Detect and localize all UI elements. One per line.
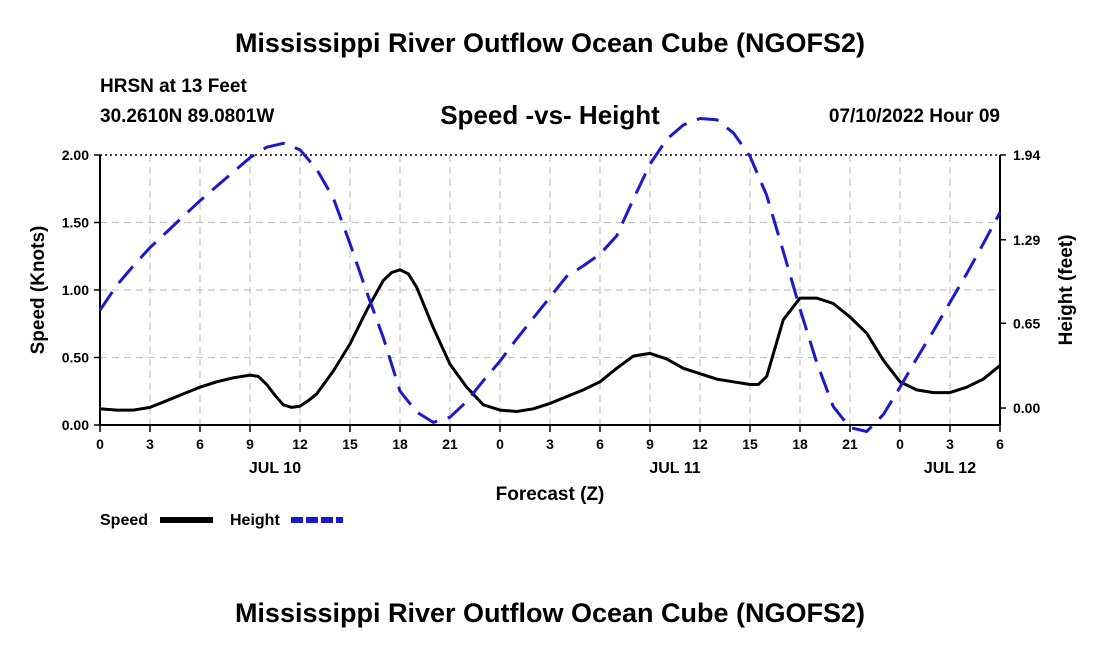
x-tick-label: 21 xyxy=(842,436,858,452)
second-chart-title: Mississippi River Outflow Ocean Cube (NG… xyxy=(234,598,866,628)
day-label: JUL 12 xyxy=(924,460,976,477)
y-tick-label: 0.50 xyxy=(62,350,89,366)
legend-label-height: Height xyxy=(230,512,280,529)
x-tick-label: 0 xyxy=(96,436,104,452)
x-tick-label: 9 xyxy=(646,436,654,452)
y-tick-label: 1.50 xyxy=(62,215,89,231)
y2-tick-label: 0.00 xyxy=(1013,400,1040,416)
x-tick-label: 6 xyxy=(596,436,604,452)
station-coordinates: 30.2610N 89.0801W xyxy=(100,106,275,127)
day-label: JUL 10 xyxy=(249,460,301,477)
y2-tick-label: 0.65 xyxy=(1013,315,1040,331)
forecast-time: 07/10/2022 Hour 09 xyxy=(828,106,1000,127)
x-tick-label: 18 xyxy=(392,436,408,452)
x-tick-label: 12 xyxy=(292,436,308,452)
x-tick-label: 21 xyxy=(442,436,458,452)
y-tick-label: 0.00 xyxy=(62,417,89,433)
y-tick-label: 1.00 xyxy=(62,282,89,298)
y2-tick-label: 1.94 xyxy=(1013,147,1040,163)
x-tick-label: 3 xyxy=(146,436,154,452)
x-tick-label: 3 xyxy=(546,436,554,452)
chart-main-title: Mississippi River Outflow Ocean Cube (NG… xyxy=(234,28,866,58)
station-name: HRSN at 13 Feet xyxy=(100,76,247,97)
x-tick-label: 15 xyxy=(342,436,358,452)
y2-axis-title: Height (feet) xyxy=(1056,235,1077,346)
speed-series-line xyxy=(99,268,1001,413)
chart-subtitle: Speed -vs- Height xyxy=(440,100,660,130)
x-tick-label: 0 xyxy=(496,436,504,452)
x-tick-label: 0 xyxy=(896,436,904,452)
legend-label-speed: Speed xyxy=(100,512,148,529)
x-tick-label: 12 xyxy=(692,436,708,452)
day-label: JUL 11 xyxy=(649,460,700,477)
x-tick-label: 9 xyxy=(246,436,254,452)
y-axis-title: Speed (Knots) xyxy=(28,226,49,355)
x-tick-label: 18 xyxy=(792,436,808,452)
x-tick-label: 6 xyxy=(996,436,1004,452)
x-tick-label: 15 xyxy=(742,436,758,452)
x-axis-title: Forecast (Z) xyxy=(496,484,605,505)
x-tick-label: 6 xyxy=(196,436,204,452)
x-tick-label: 3 xyxy=(946,436,954,452)
height-series-line xyxy=(98,117,1002,433)
y-tick-label: 2.00 xyxy=(62,147,89,163)
y2-tick-label: 1.29 xyxy=(1013,232,1040,248)
